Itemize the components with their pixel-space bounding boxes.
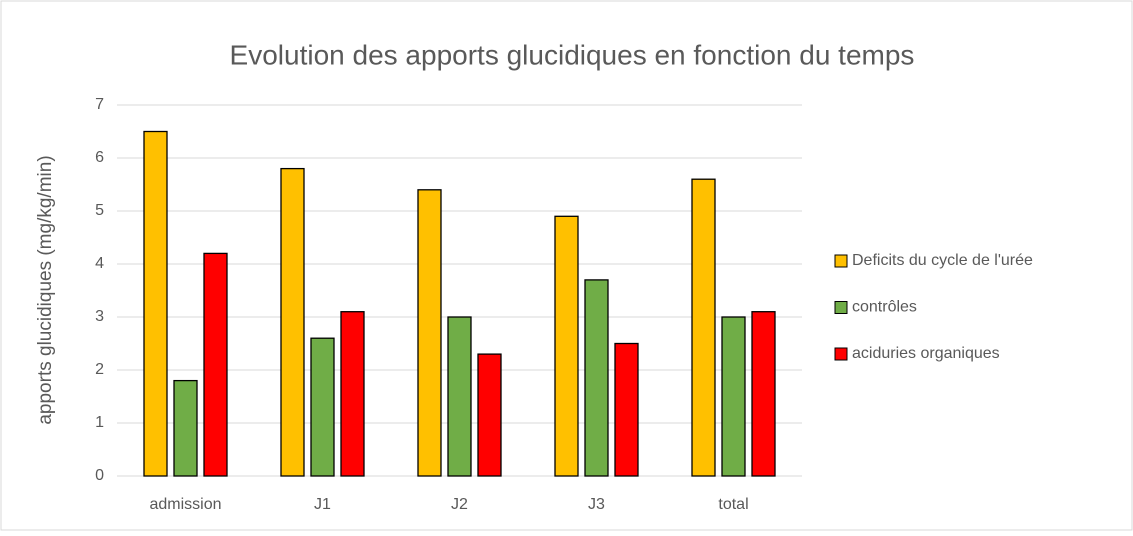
bar <box>203 252 228 477</box>
bar <box>691 178 716 477</box>
legend-swatch <box>834 254 848 268</box>
legend-label: contrôles <box>852 299 917 316</box>
bar <box>143 130 168 477</box>
legend-swatch <box>834 301 848 314</box>
bar <box>447 316 472 477</box>
y-tick-label: 6 <box>95 149 104 166</box>
bar <box>173 379 198 477</box>
bar <box>477 353 502 477</box>
y-tick-label: 5 <box>95 202 104 219</box>
y-tick-label: 7 <box>95 96 104 113</box>
bar <box>310 337 335 477</box>
bar <box>721 316 746 477</box>
y-tick-label: 0 <box>95 467 104 484</box>
legend-swatch <box>834 347 848 361</box>
y-tick-label: 1 <box>95 414 104 431</box>
chart-title: Evolution des apports glucidiques en fon… <box>230 39 915 70</box>
legend-label: Deficits du cycle de l'urée <box>852 252 1033 269</box>
y-tick-label: 2 <box>95 361 104 378</box>
bar <box>614 342 639 477</box>
bar <box>417 189 442 477</box>
x-tick-label: admission <box>149 496 221 513</box>
x-tick-label: J3 <box>588 496 605 513</box>
bar <box>340 311 365 477</box>
x-tick-label: J1 <box>314 496 331 513</box>
y-axis-label: apports glucidiques (mg/kg/min) <box>35 155 56 424</box>
bar <box>280 167 305 477</box>
bar <box>554 215 579 477</box>
legend-label: aciduries organiques <box>852 345 1000 362</box>
y-tick-label: 4 <box>95 255 104 272</box>
bar <box>584 279 609 477</box>
x-tick-label: J2 <box>451 496 468 513</box>
bar <box>751 311 776 477</box>
x-tick-label: total <box>718 496 748 513</box>
y-tick-label: 3 <box>95 308 104 325</box>
